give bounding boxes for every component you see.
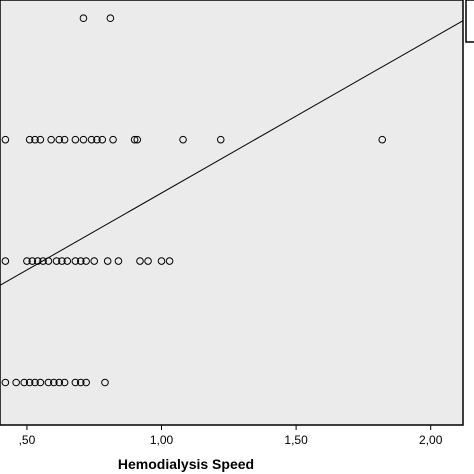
data-point [58, 257, 66, 265]
data-point [50, 378, 58, 387]
data-point [28, 257, 37, 265]
data-point [25, 135, 34, 144]
data-point [106, 14, 115, 23]
data-point [82, 257, 90, 265]
data-point [63, 257, 72, 265]
data-point [76, 378, 85, 387]
x-tick-label: ,50 [19, 433, 36, 447]
data-point [93, 135, 101, 144]
data-point [165, 257, 174, 265]
data-point [101, 378, 109, 387]
data-point [71, 257, 80, 265]
data-point [109, 135, 117, 144]
data-point [60, 378, 69, 387]
data-point [44, 378, 53, 387]
data-point [76, 257, 85, 265]
data-point [1, 257, 10, 265]
data-point [31, 378, 39, 387]
data-point [60, 135, 69, 144]
data-point [87, 135, 96, 144]
data-point [90, 257, 99, 265]
legend-box [465, 0, 474, 43]
data-point [55, 378, 64, 387]
data-points [1, 14, 387, 387]
data-point [144, 257, 152, 265]
data-point [79, 135, 88, 144]
data-point [136, 257, 144, 265]
data-point [52, 257, 61, 265]
data-point [39, 257, 47, 265]
data-point [20, 378, 29, 387]
data-point [157, 257, 166, 265]
data-point [98, 135, 107, 144]
data-point [25, 378, 34, 387]
x-tick-label: 2,00 [419, 433, 443, 447]
data-point [71, 135, 80, 144]
data-point [130, 135, 139, 144]
data-point [179, 135, 187, 144]
data-point [36, 378, 45, 387]
data-point [133, 135, 142, 144]
fit-line [0, 20, 464, 286]
data-point [12, 378, 20, 387]
data-point [378, 135, 387, 144]
data-point [55, 135, 64, 144]
x-tick-label: 1,50 [284, 433, 308, 447]
data-point [23, 257, 31, 265]
data-point [1, 135, 10, 144]
data-point [31, 135, 39, 144]
plot-area [0, 0, 464, 426]
data-point [216, 135, 225, 144]
data-point [71, 378, 80, 387]
data-point [79, 14, 88, 23]
data-point [82, 378, 90, 387]
data-point [103, 257, 112, 265]
data-point [1, 378, 10, 387]
x-axis-title: Hemodialysis Speed [118, 456, 254, 472]
x-axis: ,50 1,00 1,50 2,00 [19, 425, 443, 447]
data-point [114, 257, 123, 265]
data-point [36, 135, 45, 144]
data-point [47, 135, 55, 144]
x-tick-label: 1,00 [150, 433, 174, 447]
